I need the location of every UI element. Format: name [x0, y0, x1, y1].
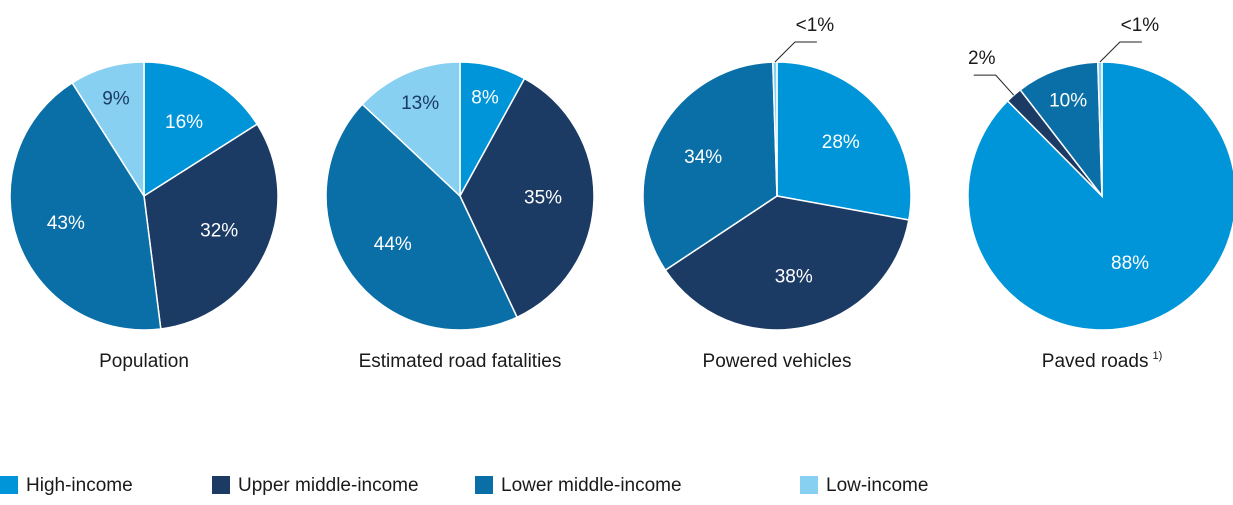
legend-label: High-income [26, 475, 133, 496]
value-label: 43% [47, 213, 85, 234]
pie-slice [642, 61, 778, 272]
value-label: 9% [102, 89, 130, 110]
value-label: 8% [471, 88, 499, 109]
pie-title-text: Powered vehicles [703, 351, 852, 372]
pie-slice [361, 61, 461, 198]
pie-slice [967, 61, 1233, 331]
value-label: 35% [524, 188, 562, 209]
value-label: 34% [684, 147, 722, 168]
value-label: 38% [775, 266, 813, 287]
legend-label: Low-income [826, 475, 928, 496]
value-label: 10% [1049, 90, 1087, 111]
pie-slice [143, 61, 259, 198]
pie-title-text: Population [99, 351, 189, 372]
pie-slice [1019, 61, 1103, 199]
value-label: <1% [1121, 15, 1160, 36]
pie-slice [664, 195, 910, 331]
pie-title: Population [99, 351, 189, 372]
value-label: 88% [1111, 253, 1149, 274]
pie-slice [459, 77, 595, 319]
legend-swatch [0, 476, 18, 494]
legend-label: Lower middle-income [501, 475, 682, 496]
value-label: 16% [165, 112, 203, 133]
pie-slice [143, 123, 279, 330]
pie-slice [325, 103, 519, 331]
pie-slice [776, 61, 912, 221]
pie-slice [1097, 61, 1103, 197]
pie-title-text: Estimated road fatalities [359, 351, 562, 372]
pie-slice [71, 61, 145, 199]
value-label: 2% [968, 48, 996, 69]
pie-title: Powered vehicles [703, 351, 852, 372]
pie-slice [9, 81, 162, 331]
value-label: 13% [401, 93, 439, 114]
value-label: 28% [822, 132, 860, 153]
legend-swatch [475, 476, 493, 494]
value-label: 32% [200, 220, 238, 241]
leader-line [973, 74, 1015, 96]
leader-line [1099, 41, 1142, 63]
value-label: 44% [374, 234, 412, 255]
pie-title: Paved roads 1) [1042, 350, 1162, 372]
pie-title: Estimated road fatalities [359, 351, 562, 372]
legend-label: Upper middle-income [238, 475, 419, 496]
legend-swatch [800, 476, 818, 494]
title-note: 1) [1152, 350, 1162, 362]
pie-title-text: Paved roads [1042, 351, 1149, 372]
legend-swatch [212, 476, 230, 494]
value-label: <1% [796, 15, 835, 36]
leader-line [774, 41, 817, 63]
